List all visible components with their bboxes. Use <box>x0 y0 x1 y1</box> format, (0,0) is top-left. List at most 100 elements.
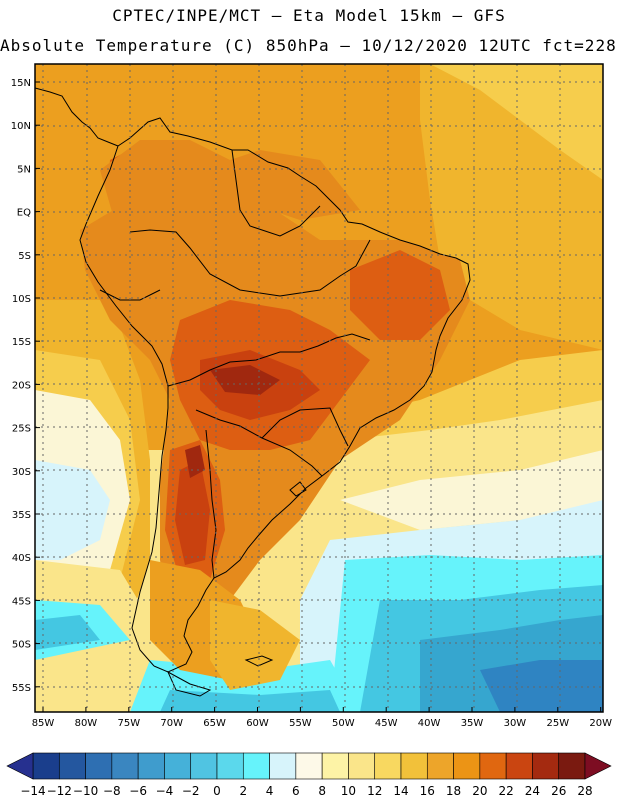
colorbar-label: 10 <box>341 784 356 798</box>
lon-tick-label: 80W <box>75 718 98 729</box>
coast-pacific <box>79 145 169 667</box>
lat-tick-label: 45S <box>12 596 31 607</box>
colorbar-swatch <box>505 752 533 780</box>
colorbar-label: 2 <box>239 784 247 798</box>
colorbar-label: 14 <box>393 784 408 798</box>
colorbar-swatch <box>453 752 481 780</box>
colorbar-label: 20 <box>472 784 487 798</box>
border-1 <box>167 333 371 387</box>
colorbar-label: −4 <box>156 784 174 798</box>
gridlines <box>35 64 603 712</box>
colorbar-swatch <box>111 752 139 780</box>
colorbar-swatch <box>269 752 297 780</box>
border-2 <box>231 149 321 237</box>
colorbar-low-arrow <box>6 752 34 780</box>
lat-tick-label: 5S <box>18 251 31 262</box>
colorbar-label: −2 <box>182 784 200 798</box>
colorbar-swatch <box>321 752 349 780</box>
lon-tick-label: 85W <box>32 718 55 729</box>
colorbar-label: 16 <box>420 784 435 798</box>
lon-tick-label: 35W <box>461 718 484 729</box>
lat-tick-label: 40S <box>12 553 31 564</box>
chart-title: CPTEC/INPE/MCT – Eta Model 15km – GFS <box>112 6 506 25</box>
field-pacific-south-teal <box>35 615 100 650</box>
colorbar-swatch <box>85 752 113 780</box>
lat-tick-label: 15S <box>12 337 31 348</box>
colorbar-label: 18 <box>446 784 461 798</box>
colorbar-swatch <box>374 752 402 780</box>
colorbar-label: 24 <box>525 784 540 798</box>
lat-tick-label: 30S <box>12 467 31 478</box>
lat-tick-label: 20S <box>12 380 31 391</box>
lon-tick-label: 75W <box>117 718 140 729</box>
border-3 <box>129 229 371 297</box>
border-6 <box>261 407 349 447</box>
field-yellow-band <box>430 64 603 180</box>
lat-tick-label: 15N <box>11 78 31 89</box>
colorbar-label: 0 <box>213 784 221 798</box>
colorbar-swatch <box>216 752 244 780</box>
colorbar-swatch <box>32 752 60 780</box>
chart-subtitle: Absolute Temperature (C) 850hPa – 10/12/… <box>0 36 618 55</box>
lat-tick-label: EQ <box>17 208 31 219</box>
colorbar-swatch <box>295 752 323 780</box>
field-northwest-orange <box>100 140 360 240</box>
lon-tick-label: 50W <box>332 718 355 729</box>
coastlines <box>35 87 471 697</box>
colorbar-swatch <box>400 752 428 780</box>
lat-tick-label: 55S <box>12 683 31 694</box>
temperature-field <box>35 64 603 712</box>
lon-tick-label: 65W <box>203 718 226 729</box>
colorbar-label: −14 <box>20 784 45 798</box>
colorbar-swatch <box>348 752 376 780</box>
lake <box>289 481 307 497</box>
colorbar-swatch <box>532 752 560 780</box>
colorbar-swatch <box>558 752 586 780</box>
field-land-hotdark-1 <box>210 365 280 395</box>
field-patagonia-amber <box>210 600 300 690</box>
lon-tick-label: 20W <box>589 718 612 729</box>
lon-tick-label: 40W <box>418 718 441 729</box>
colorbar-label: 6 <box>292 784 300 798</box>
latitude-axis: 15N 10N 5N EQ 5S 10S 15S 20S 25S 30S 35S 40S 45S 50S 5… <box>11 78 40 694</box>
lon-tick-label: 45W <box>375 718 398 729</box>
field-land-hotdark-2 <box>185 445 205 478</box>
colorbar-label: 28 <box>577 784 592 798</box>
colorbar-swatch <box>242 752 270 780</box>
colorbar-swatch <box>137 752 165 780</box>
lon-tick-label: 70W <box>160 718 183 729</box>
field-land-red-ne <box>350 250 450 340</box>
colorbar-label: −10 <box>73 784 98 798</box>
colorbar-swatch <box>190 752 218 780</box>
lat-tick-label: 10S <box>12 294 31 305</box>
colorbar-swatch <box>58 752 86 780</box>
colorbar-label: 4 <box>266 784 274 798</box>
map-frame <box>34 63 604 713</box>
longitude-axis: 85W 80W 75W 70W 65W 60W 55W 50W 45W 40W 35W 30W 25W 2… <box>32 707 612 729</box>
colorbar-label: −8 <box>103 784 121 798</box>
colorbar-high-arrow <box>584 752 612 780</box>
field-drake-teal <box>160 690 340 712</box>
falkland <box>244 655 274 667</box>
lon-tick-label: 55W <box>289 718 312 729</box>
colorbar-label: −12 <box>47 784 72 798</box>
border-5 <box>205 429 217 579</box>
colorbar-label: 26 <box>551 784 566 798</box>
colorbar-label: 8 <box>318 784 326 798</box>
colorbar-swatch <box>479 752 507 780</box>
colorbar-swatch <box>164 752 192 780</box>
coast-caribbean <box>117 117 471 673</box>
field-pacific-palecyan <box>35 460 110 560</box>
field-blue-south <box>480 660 603 712</box>
lon-tick-label: 25W <box>546 718 569 729</box>
field-land-hot-argentina <box>175 460 210 565</box>
colorbar-swatch <box>426 752 454 780</box>
lat-tick-label: 5N <box>17 164 31 175</box>
lon-tick-label: 30W <box>504 718 527 729</box>
lat-tick-label: 35S <box>12 510 31 521</box>
colorbar-label: 12 <box>367 784 382 798</box>
colorbar-label: −6 <box>129 784 147 798</box>
lat-tick-label: 50S <box>12 640 31 651</box>
lat-tick-label: 10N <box>11 121 31 132</box>
